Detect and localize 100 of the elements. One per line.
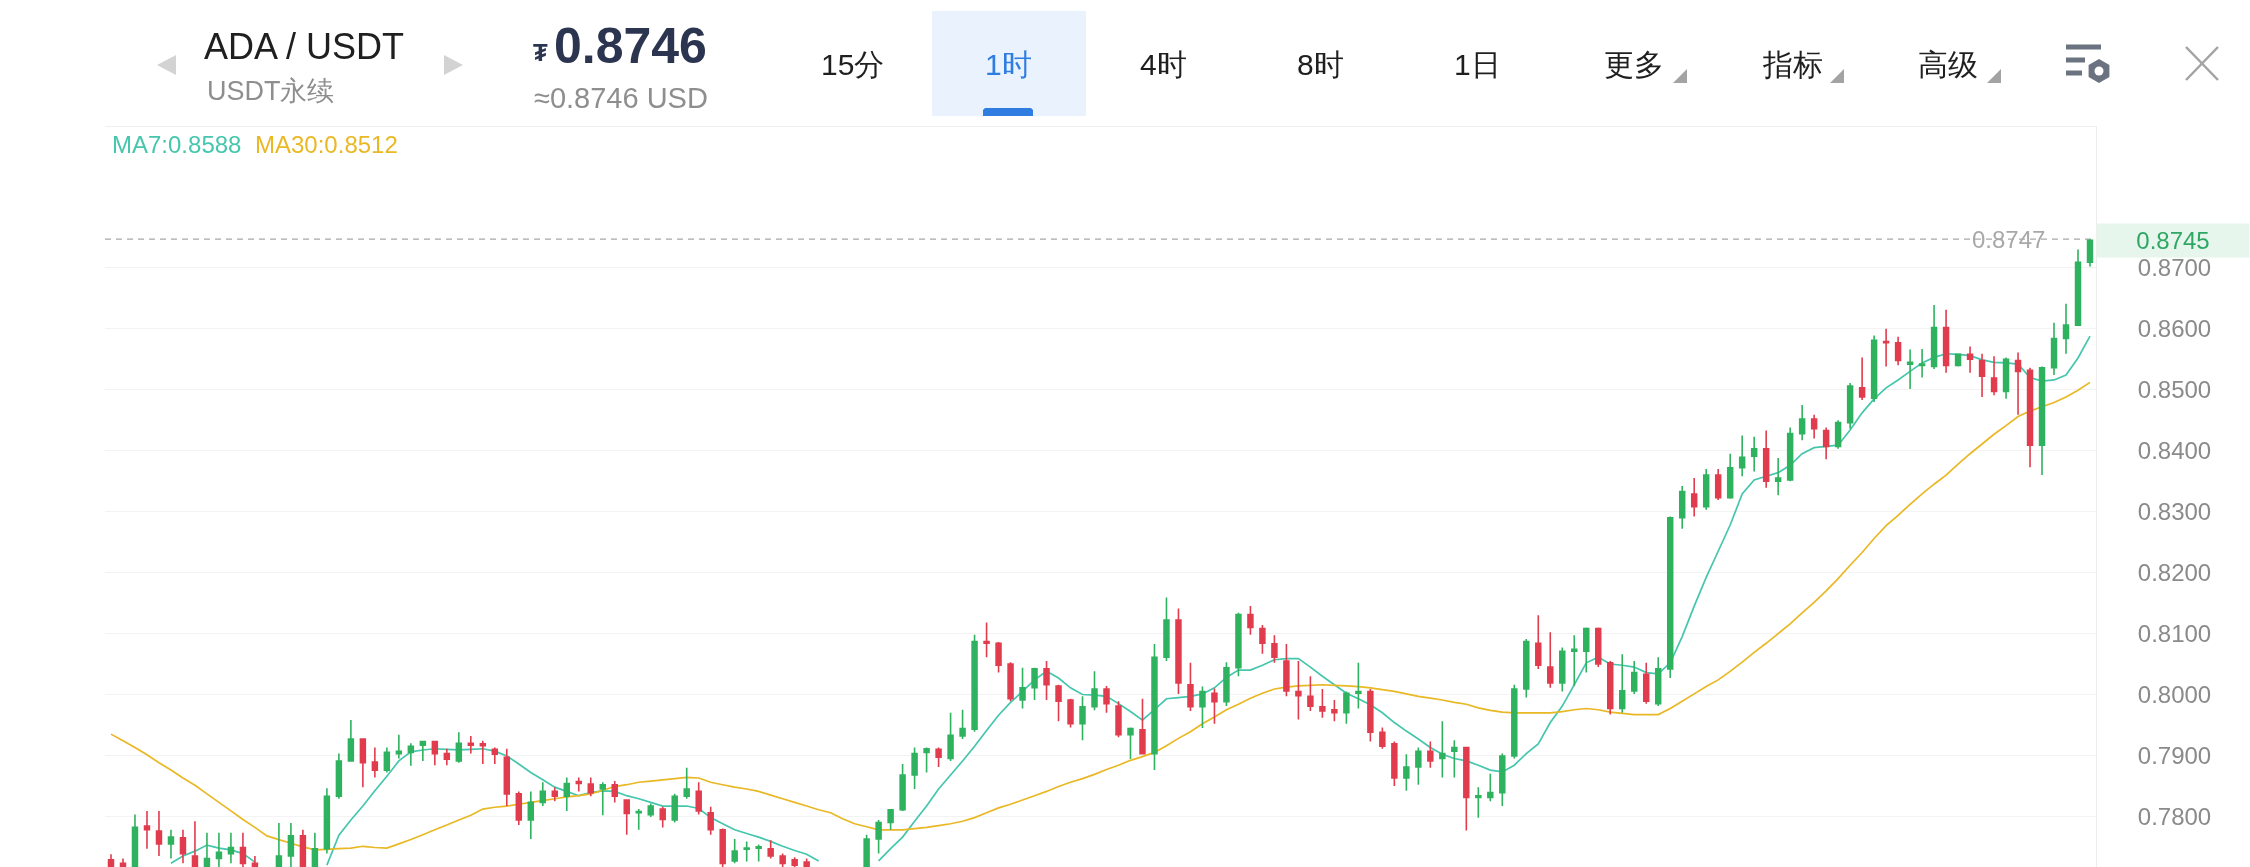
candlestick [191,820,199,867]
y-tick-label: 0.8700 [2137,254,2212,282]
candlestick [1654,656,1662,707]
candlestick [1379,726,1386,750]
candlestick [527,790,535,840]
candlestick [1702,468,1710,511]
candlestick [1463,746,1470,832]
y-tick-label: 0.8300 [2137,498,2212,526]
candlestick [1595,626,1602,668]
candlestick [671,793,678,824]
candlestick [1199,685,1206,729]
candlestick [1631,660,1638,695]
candlestick [479,740,487,765]
candlestick [1619,653,1626,714]
text: ≈0.8746 USD [534,82,708,114]
y-tick-label: 0.8500 [2137,376,2212,404]
candlestick [1559,646,1566,693]
y-tick-label: 0.7900 [2137,741,2212,769]
candlestick [2050,321,2058,376]
candlestick [323,787,331,855]
candlestick [599,781,606,816]
candlestick [371,746,379,779]
candlestick [1978,352,1986,398]
candlestick [1642,662,1650,705]
candlestick [443,747,451,766]
candlestick [239,832,247,867]
candlestick [2002,356,2010,400]
candlestick [491,746,499,765]
text: 更多 [1604,48,1664,81]
candlestick [1211,687,1218,725]
candlestick [731,838,738,865]
y-tick-label: 0.7800 [2137,802,2212,830]
candlestick [1942,309,1950,374]
candlestick [779,852,786,867]
candlestick [1511,683,1518,760]
candlestick [2038,365,2046,476]
candlestick [1535,614,1542,670]
candlestick [1810,413,1818,440]
candlestick [1858,356,1866,401]
candlestick [1774,457,1782,496]
candlestick [1607,660,1614,716]
candlestick [791,856,798,867]
y-tick-label: 0.8400 [2137,437,2212,465]
candlestick [659,805,666,829]
candlestick [1163,596,1170,662]
candlestick [1391,740,1398,787]
ref-line-label: 0.8747 [1972,226,2046,253]
candlestick [1678,485,1686,530]
candlestick [959,708,966,740]
candlestick [767,839,774,860]
candlestick [419,740,427,762]
text: 1时 [985,48,1032,81]
chart-title: ADA / USDT [204,25,405,67]
candlestick [587,776,594,798]
candlestick [1918,348,1926,379]
candlestick [2062,302,2070,355]
candlestick [983,621,990,659]
candlestick [707,805,714,836]
candlestick [1127,726,1134,760]
candlestick [1930,304,1938,370]
candlestick [1331,699,1338,723]
candlestick [2026,366,2034,468]
y-tick-label: 0.8100 [2137,619,2212,647]
candlestick [2014,351,2022,416]
candlestick [227,832,235,865]
candlestick [431,740,439,766]
candlestick [539,781,547,807]
candlestick [1307,675,1314,712]
candlestick [935,746,942,768]
candlestick [1367,688,1374,743]
text: 0.8746 [554,18,707,74]
candlestick [311,832,319,867]
candlestick [503,747,511,807]
text: 1日 [1454,48,1501,81]
text: 0.8745 [2136,227,2210,254]
candlestick [1319,688,1326,719]
candlestick [875,819,882,855]
candlestick [1055,683,1062,723]
candlestick [1547,631,1554,689]
candlestick [1475,786,1482,819]
candlestick [1415,746,1422,786]
candlestick [1846,382,1854,430]
candlestick [1906,348,1914,390]
text: 4时 [1140,48,1187,81]
candlestick [563,776,570,812]
candlestick [1079,695,1086,742]
candlestick [743,840,750,863]
candlestick [1571,634,1578,687]
candlestick [1714,468,1722,501]
candlestick [1666,515,1674,679]
candlestick [1103,685,1110,714]
candlestick [1834,419,1842,450]
candlestick [1870,334,1878,403]
candlestick [1007,661,1014,702]
candlestick [1271,634,1278,664]
candlestick [359,737,367,788]
candlestick [1894,335,1902,367]
candlestick [1499,752,1506,807]
candlestick [995,641,1002,674]
candlestick [1067,697,1074,729]
